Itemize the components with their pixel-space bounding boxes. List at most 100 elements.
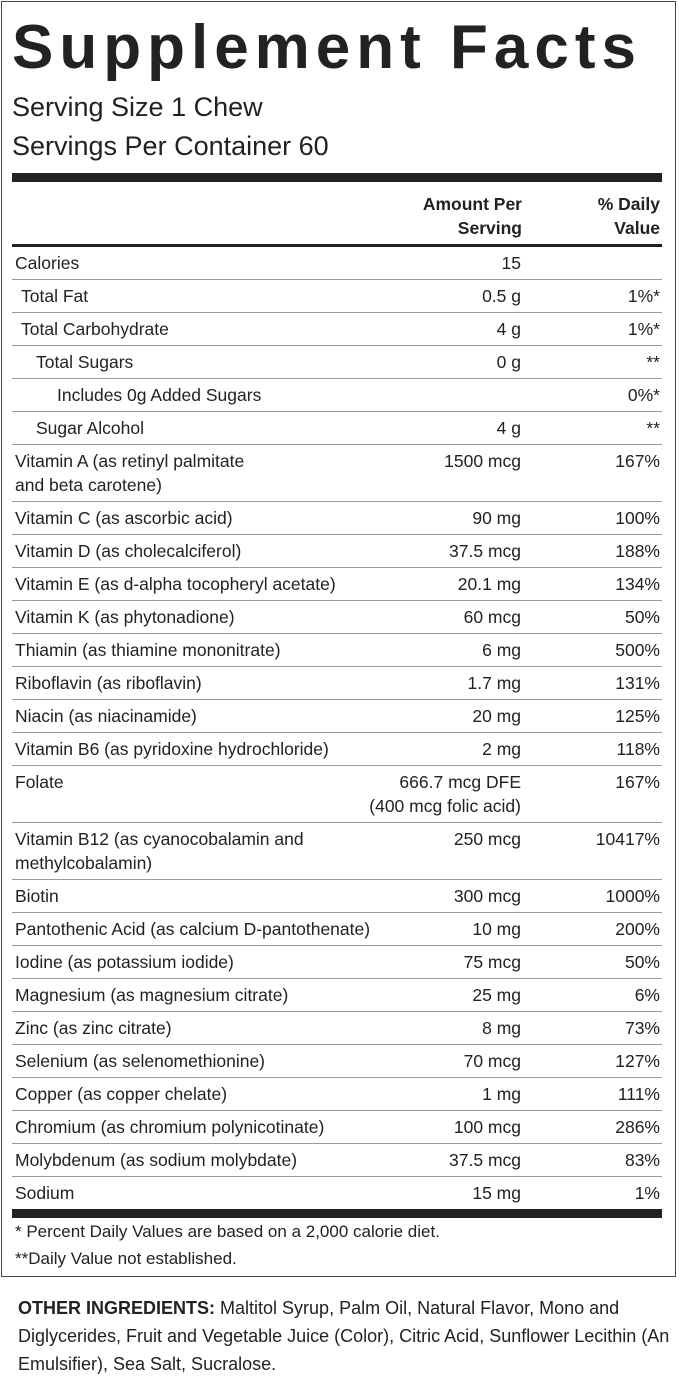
table-row: Molybdenum (as sodium molybdate) 37.5 mcg… (12, 1144, 662, 1177)
table-row: Selenium (as selenomethionine) 70 mcg 127% (12, 1045, 662, 1078)
amount: 0.5 g (482, 286, 521, 306)
amount: 37.5 mcg (449, 541, 521, 561)
table-row: Riboflavin (as riboflavin) 1.7 mg 131% (12, 667, 662, 700)
daily-value: 1%* (627, 286, 660, 306)
table-row: Vitamin E (as d-alpha tocopheryl acetate… (12, 568, 662, 601)
nutrient-name: Riboflavin (as riboflavin) (15, 673, 202, 693)
amount: 20.1 mg (457, 574, 521, 594)
amount: 250 mcg (453, 829, 521, 849)
amount: 15 mg (472, 1183, 521, 1203)
table-row: Chromium (as chromium polynicotinate) 100… (12, 1111, 662, 1144)
nutrient-name: Vitamin B12 (as cyanocobalamin and methy… (15, 829, 304, 873)
amount: 100 mcg (453, 1117, 521, 1137)
daily-value: 6% (634, 985, 660, 1005)
table-row: Includes 0g Added Sugars 0%* (12, 379, 662, 412)
daily-value: 1% (634, 1183, 660, 1203)
table-row: Zinc (as zinc citrate) 8 mg 73% (12, 1012, 662, 1045)
table-row: Vitamin A (as retinyl palmitate and beta… (12, 445, 662, 502)
title: Supplement Facts (12, 13, 642, 82)
nutrient-name: Copper (as copper chelate) (15, 1084, 228, 1104)
facts-table: Calories 15 Total Fat 0.5 g 1%* Total Carbohy… (12, 244, 662, 1272)
daily-value: 1%* (627, 319, 660, 339)
daily-value: 50% (624, 607, 660, 627)
daily-value: 111% (617, 1084, 660, 1104)
daily-value: 1000% (605, 886, 661, 906)
nutrient-name: Total Sugars (36, 352, 134, 372)
daily-value: 118% (616, 739, 660, 759)
table-row: Vitamin D (as cholecalciferol) 37.5 mcg 18… (12, 535, 662, 568)
amount: 2 mg (482, 739, 521, 759)
table-row: Copper (as copper chelate) 1 mg 111% (12, 1078, 662, 1111)
nutrient-name: Niacin (as niacinamide) (15, 706, 197, 726)
amount: 25 mg (472, 985, 521, 1005)
table-row: Total Fat 0.5 g 1%* (12, 280, 662, 313)
amount (362, 383, 521, 407)
daily-value: 127% (615, 1051, 660, 1071)
other-ingredients-label: OTHER INGREDIENTS: (18, 1298, 216, 1318)
nutrient-name: Total Fat (21, 286, 89, 306)
daily-value: 125% (615, 706, 660, 726)
daily-value: 167% (615, 772, 660, 792)
nutrient-name: Calories (15, 253, 80, 273)
daily-value: 10417% (595, 829, 660, 849)
table-row: Niacin (as niacinamide) 20 mg 125% (12, 700, 662, 733)
daily-value: ** (646, 352, 660, 372)
nutrient-name: Vitamin A (as retinyl palmitate and beta… (15, 451, 245, 495)
table-row: Iodine (as potassium iodide) 75 mcg 50% (12, 946, 662, 979)
amount: 60 mcg (463, 607, 521, 627)
table-row: Sugar Alcohol 4 g ** (12, 412, 662, 445)
amount: 70 mcg (463, 1051, 521, 1071)
nutrient-name: Iodine (as potassium iodide) (15, 952, 234, 972)
amount: 37.5 mcg (449, 1150, 521, 1170)
daily-value: 500% (615, 640, 660, 660)
table-row: Vitamin C (as ascorbic acid) 90 mg 100% (12, 502, 662, 535)
amount: 4 g (496, 418, 521, 438)
daily-value: 0%* (627, 385, 660, 405)
daily-value: 100% (615, 508, 660, 528)
serving-size: Serving Size 1 Chew (12, 92, 263, 122)
amount: 300 mcg (453, 886, 521, 906)
amount: 20 mg (472, 706, 521, 726)
table-row: Vitamin B12 (as cyanocobalamin and methy… (12, 823, 662, 880)
table-row: Vitamin B6 (as pyridoxine hydrochloride)… (12, 733, 662, 766)
nutrient-name: Zinc (as zinc citrate) (15, 1018, 172, 1038)
amount: 4 g (496, 319, 521, 339)
servings-per-container: Servings Per Container 60 (12, 131, 329, 161)
daily-value-header: % Daily Value (597, 194, 660, 238)
daily-value: 50% (624, 952, 660, 972)
header-rule (12, 244, 662, 247)
table-row: Sodium 15 mg 1% (12, 1177, 662, 1209)
daily-value: 134% (615, 574, 660, 594)
nutrient-name: Thiamin (as thiamine mononitrate) (15, 640, 281, 660)
nutrient-name: Includes 0g Added Sugars (57, 385, 262, 405)
daily-value: 73% (624, 1018, 660, 1038)
other-ingredients: OTHER INGREDIENTS: Maltitol Syrup, Palm … (18, 1294, 673, 1378)
nutrient-name: Total Carbohydrate (21, 319, 169, 339)
table-row: Total Sugars 0 g ** (12, 346, 662, 379)
daily-value: 188% (615, 541, 660, 561)
nutrient-name: Folate (15, 772, 64, 792)
daily-value: 131% (615, 673, 660, 693)
nutrient-name: Pantothenic Acid (as calcium D-pantothen… (15, 919, 371, 939)
table-row: Pantothenic Acid (as calcium D-pantothen… (12, 913, 662, 946)
nutrient-name: Selenium (as selenomethionine) (15, 1051, 265, 1071)
other-ingredients-text: Maltitol Syrup, Palm Oil, Natural Flavor… (18, 1298, 670, 1374)
amount: 1500 mcg (444, 451, 521, 471)
footnote: **Daily Value not established. (15, 1249, 237, 1268)
nutrient-name: Biotin (15, 886, 59, 906)
daily-value: 167% (615, 451, 660, 471)
table-row: Folate 666.7 mcg DFE (400 mcg folic acid)… (12, 766, 662, 823)
amount: 1 mg (482, 1084, 521, 1104)
table-row: Vitamin K (as phytonadione) 60 mcg 50% (12, 601, 662, 634)
nutrient-name: Sugar Alcohol (36, 418, 144, 438)
amount: 10 mg (472, 919, 521, 939)
amount: 15 (501, 253, 521, 273)
table-row: Calories 15 (12, 247, 662, 280)
amount: 90 mg (472, 508, 521, 528)
daily-value: 83% (624, 1150, 660, 1170)
divider-bar (12, 173, 662, 182)
amount: 75 mcg (463, 952, 521, 972)
nutrient-name: Vitamin B6 (as pyridoxine hydrochloride) (15, 739, 329, 759)
facts-panel: Supplement Facts Serving Size 1 Chew Ser… (1, 1, 676, 1277)
